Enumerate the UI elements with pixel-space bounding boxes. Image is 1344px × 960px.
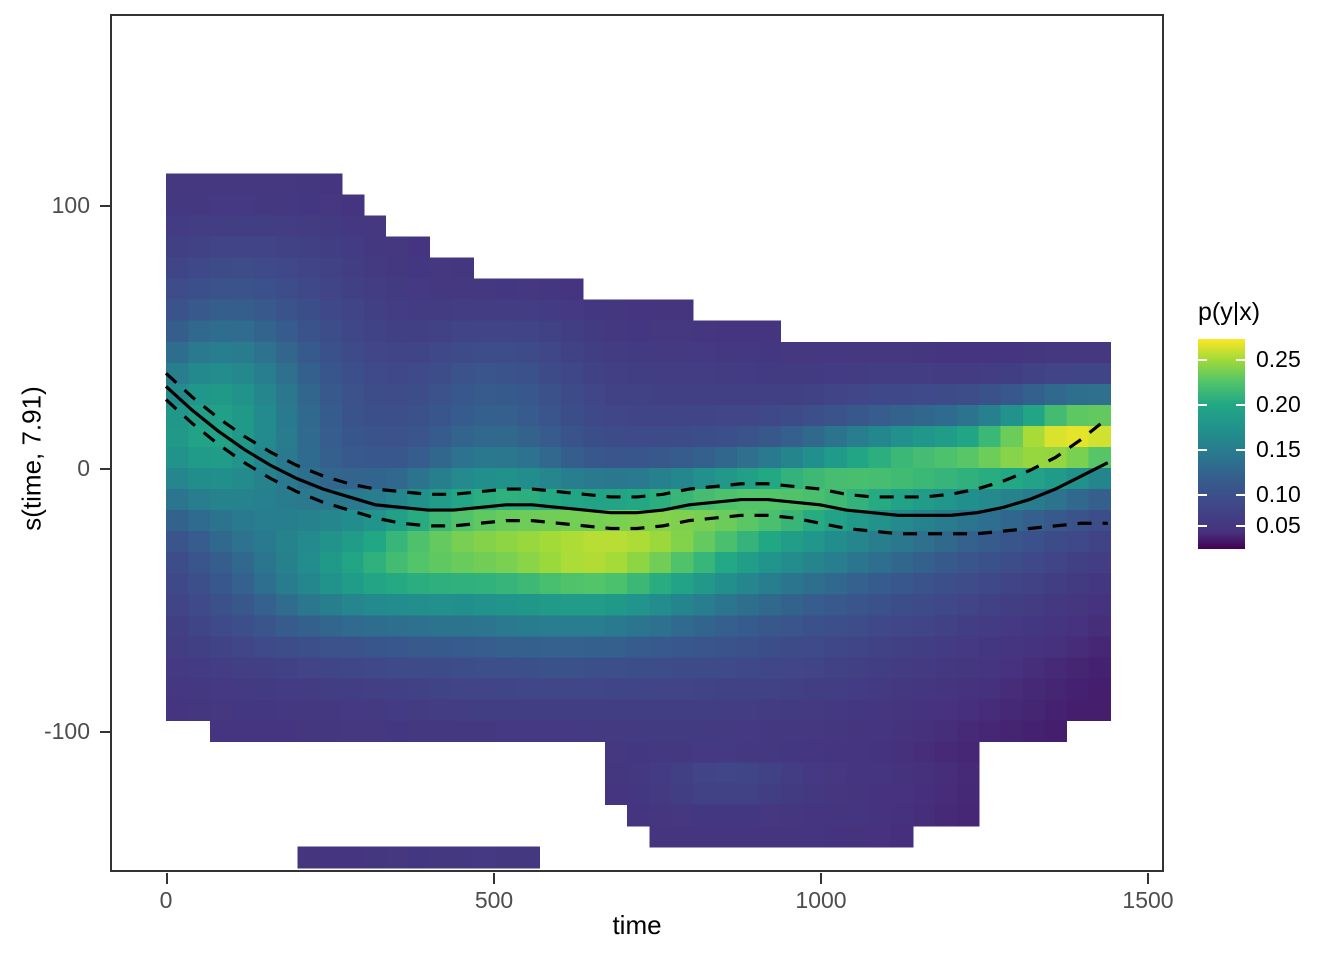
y-tick-mark-100 (100, 205, 111, 207)
x-tick-label-0: 0 (159, 887, 173, 913)
confidence-lower-line (164, 398, 1108, 536)
x-tick-mark-500 (493, 873, 495, 884)
y-tick-label-0: 0 (77, 455, 90, 481)
x-tick-mark-0 (166, 873, 168, 884)
x-tick-mark-1500 (1147, 873, 1149, 884)
legend-tick-015 (1198, 449, 1207, 451)
x-tick-label-500: 500 (474, 887, 514, 913)
legend-label-025: 0.25 (1256, 346, 1301, 372)
legend-tick-010 (1198, 494, 1207, 496)
y-axis-label: s(time, 7.91) (16, 386, 47, 531)
legend-colorbar-wrap: 0.25 0.20 0.15 0.10 0.05 (1196, 339, 1344, 549)
legend-tick-020-r (1236, 404, 1245, 406)
x-tick-mark-1000 (820, 873, 822, 884)
legend-label-015: 0.15 (1256, 436, 1301, 462)
legend-colorbar (1198, 339, 1245, 549)
x-axis-label: time (612, 910, 662, 940)
legend-label-010: 0.10 (1256, 481, 1301, 507)
heatmap-tiles (166, 173, 1111, 869)
fit-line (164, 385, 1109, 517)
y-tick-label-neg100: -100 (43, 718, 90, 744)
heatmap-svg (164, 173, 1111, 869)
plot-panel (110, 14, 1164, 872)
legend-tick-005-r (1236, 525, 1245, 527)
legend-tick-020 (1198, 404, 1207, 406)
legend-label-020: 0.20 (1256, 391, 1301, 417)
legend-tick-010-r (1236, 494, 1245, 496)
legend: p(y|x) (1196, 300, 1344, 549)
legend-tick-025-r (1236, 359, 1245, 361)
legend-tick-025 (1198, 359, 1207, 361)
confidence-upper-line (164, 372, 1109, 499)
y-tick-mark-0 (100, 468, 111, 470)
legend-label-005: 0.05 (1256, 512, 1301, 538)
y-tick-label-100: 100 (51, 192, 90, 218)
legend-tick-015-r (1236, 449, 1245, 451)
x-tick-label-1000: 1000 (795, 887, 847, 913)
x-tick-label-1500: 1500 (1122, 887, 1174, 913)
legend-tick-005 (1198, 525, 1207, 527)
y-tick-mark-neg100 (100, 731, 111, 733)
legend-title: p(y|x) (1198, 298, 1261, 326)
